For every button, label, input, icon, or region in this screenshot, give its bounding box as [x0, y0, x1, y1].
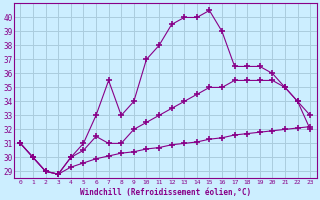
X-axis label: Windchill (Refroidissement éolien,°C): Windchill (Refroidissement éolien,°C)	[80, 188, 251, 197]
